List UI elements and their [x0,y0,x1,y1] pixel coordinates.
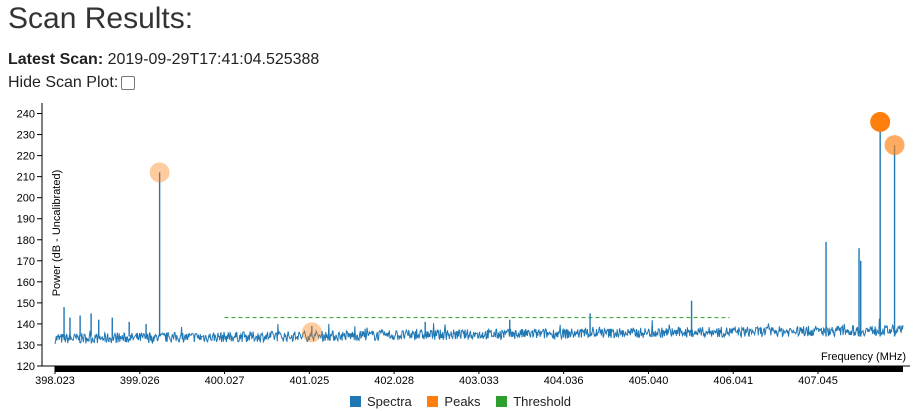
y-tick-label: 150 [17,298,35,310]
x-tick-label: 401.025 [289,375,329,387]
x-tick-label: 406.041 [713,375,753,387]
latest-scan-value: 2019-09-29T17:41:04.525388 [107,51,320,68]
legend-item-threshold[interactable]: Threshold [496,394,571,409]
legend: Spectra Peaks Threshold [0,394,921,410]
x-tick-label: 404.036 [544,375,584,387]
legend-item-peaks[interactable]: Peaks [427,394,481,409]
x-tick-label: 402.028 [374,375,414,387]
peak-marker[interactable] [870,111,891,132]
hide-scan-plot-label: Hide Scan Plot: [8,74,119,91]
y-tick-label: 230 [17,130,35,142]
x-tick-label: 400.027 [205,375,245,387]
legend-swatch-spectra [349,396,361,407]
y-axis: 120 130 140 150 160 170 180 190 200 210 220 230 240 [17,103,43,373]
x-axis: 398.023 399.026 400.027 401.025 402.028 403.0… [35,365,910,387]
latest-scan-label: Latest Scan: [8,51,104,68]
y-tick-label: 210 [17,172,35,184]
page-title: Scan Results: [8,2,194,35]
legend-swatch-threshold [496,396,508,407]
x-tick-label: 407.045 [798,375,838,387]
y-tick-label: 200 [17,193,35,205]
y-tick-label: 190 [17,214,35,226]
y-tick-label: 180 [17,235,35,247]
scan-chart: 398.023 399.026 400.027 401.025 402.028 403.0… [17,103,910,387]
x-tick-label: 405.040 [629,375,669,387]
x-tick-label: 403.033 [459,375,499,387]
y-tick-label: 220 [17,151,35,163]
y-tick-label: 130 [17,340,35,352]
y-tick-label: 120 [17,361,35,373]
legend-label-threshold: Threshold [513,394,571,409]
peak-marker[interactable] [301,322,322,343]
x-tick-label: 399.026 [120,375,160,387]
y-tick-label: 170 [17,256,35,268]
x-axis-title: Frequency (MHz) [821,351,906,363]
y-tick-label: 240 [17,109,35,121]
peak-markers [149,111,905,343]
hide-scan-plot-row: Hide Scan Plot: [8,74,136,92]
spectra-spikes [63,121,896,337]
x-tick-label: 398.023 [35,375,75,387]
spectra-series [54,318,904,345]
legend-item-spectra[interactable]: Spectra [349,394,412,409]
y-tick-label: 140 [17,319,35,331]
legend-swatch-peaks [427,396,439,407]
y-axis-title: Power (dB - Uncalibrated) [51,170,63,297]
legend-label-spectra: Spectra [366,394,412,409]
peak-marker[interactable] [149,162,170,183]
legend-label-peaks: Peaks [444,394,481,409]
y-tick-label: 160 [17,277,35,289]
latest-scan: Latest Scan: 2019-09-29T17:41:04.525388 [8,51,319,69]
peak-marker[interactable] [884,135,905,156]
hide-scan-plot-checkbox[interactable] [121,76,136,90]
